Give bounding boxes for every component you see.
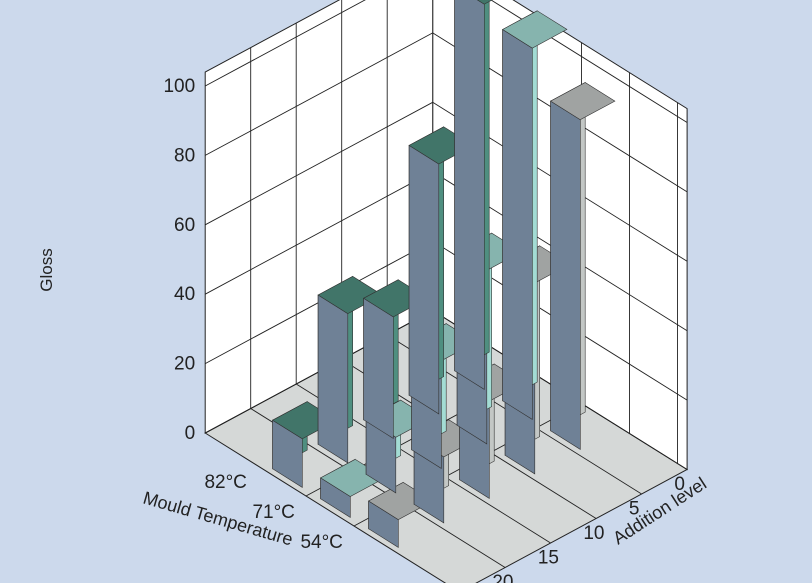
x-tick-label: 54°C: [300, 532, 342, 553]
z-tick-label: 5: [629, 498, 640, 519]
bar-side: [317, 294, 349, 464]
bar-side: [502, 28, 533, 420]
bar: [550, 81, 616, 450]
bar-side: [550, 100, 581, 450]
z-tick-label: 20: [492, 572, 513, 583]
y-gridline: [204, 0, 688, 123]
y-tick-label: 0: [185, 423, 196, 444]
bar: [502, 10, 568, 420]
y-axis-title: Gloss: [37, 248, 56, 291]
y-tick-label: 40: [174, 284, 195, 305]
chart-bars: [272, 0, 616, 548]
bar-side: [363, 297, 394, 439]
y-tick-label: 100: [163, 76, 195, 97]
y-gridline: [204, 32, 688, 193]
bar: [454, 0, 493, 390]
z-tick-label: 0: [674, 474, 685, 495]
y-tick-label: 80: [174, 145, 195, 166]
bar-top: [502, 10, 568, 49]
y-tick-label: 60: [174, 215, 195, 236]
bar-side: [454, 0, 485, 390]
z-tick-label: 15: [538, 547, 559, 568]
y-gridline: [204, 101, 688, 262]
bar: [317, 275, 383, 464]
bar: [363, 279, 429, 439]
z-tick-label: 10: [583, 523, 604, 544]
bar-top: [477, 0, 493, 5]
bar-side: [408, 144, 440, 415]
bar-top: [550, 82, 616, 121]
x-tick-label: 71°C: [252, 502, 294, 523]
x-tick-label: 82°C: [204, 472, 246, 493]
y-tick-label: 20: [174, 354, 195, 375]
bar: [408, 126, 474, 415]
